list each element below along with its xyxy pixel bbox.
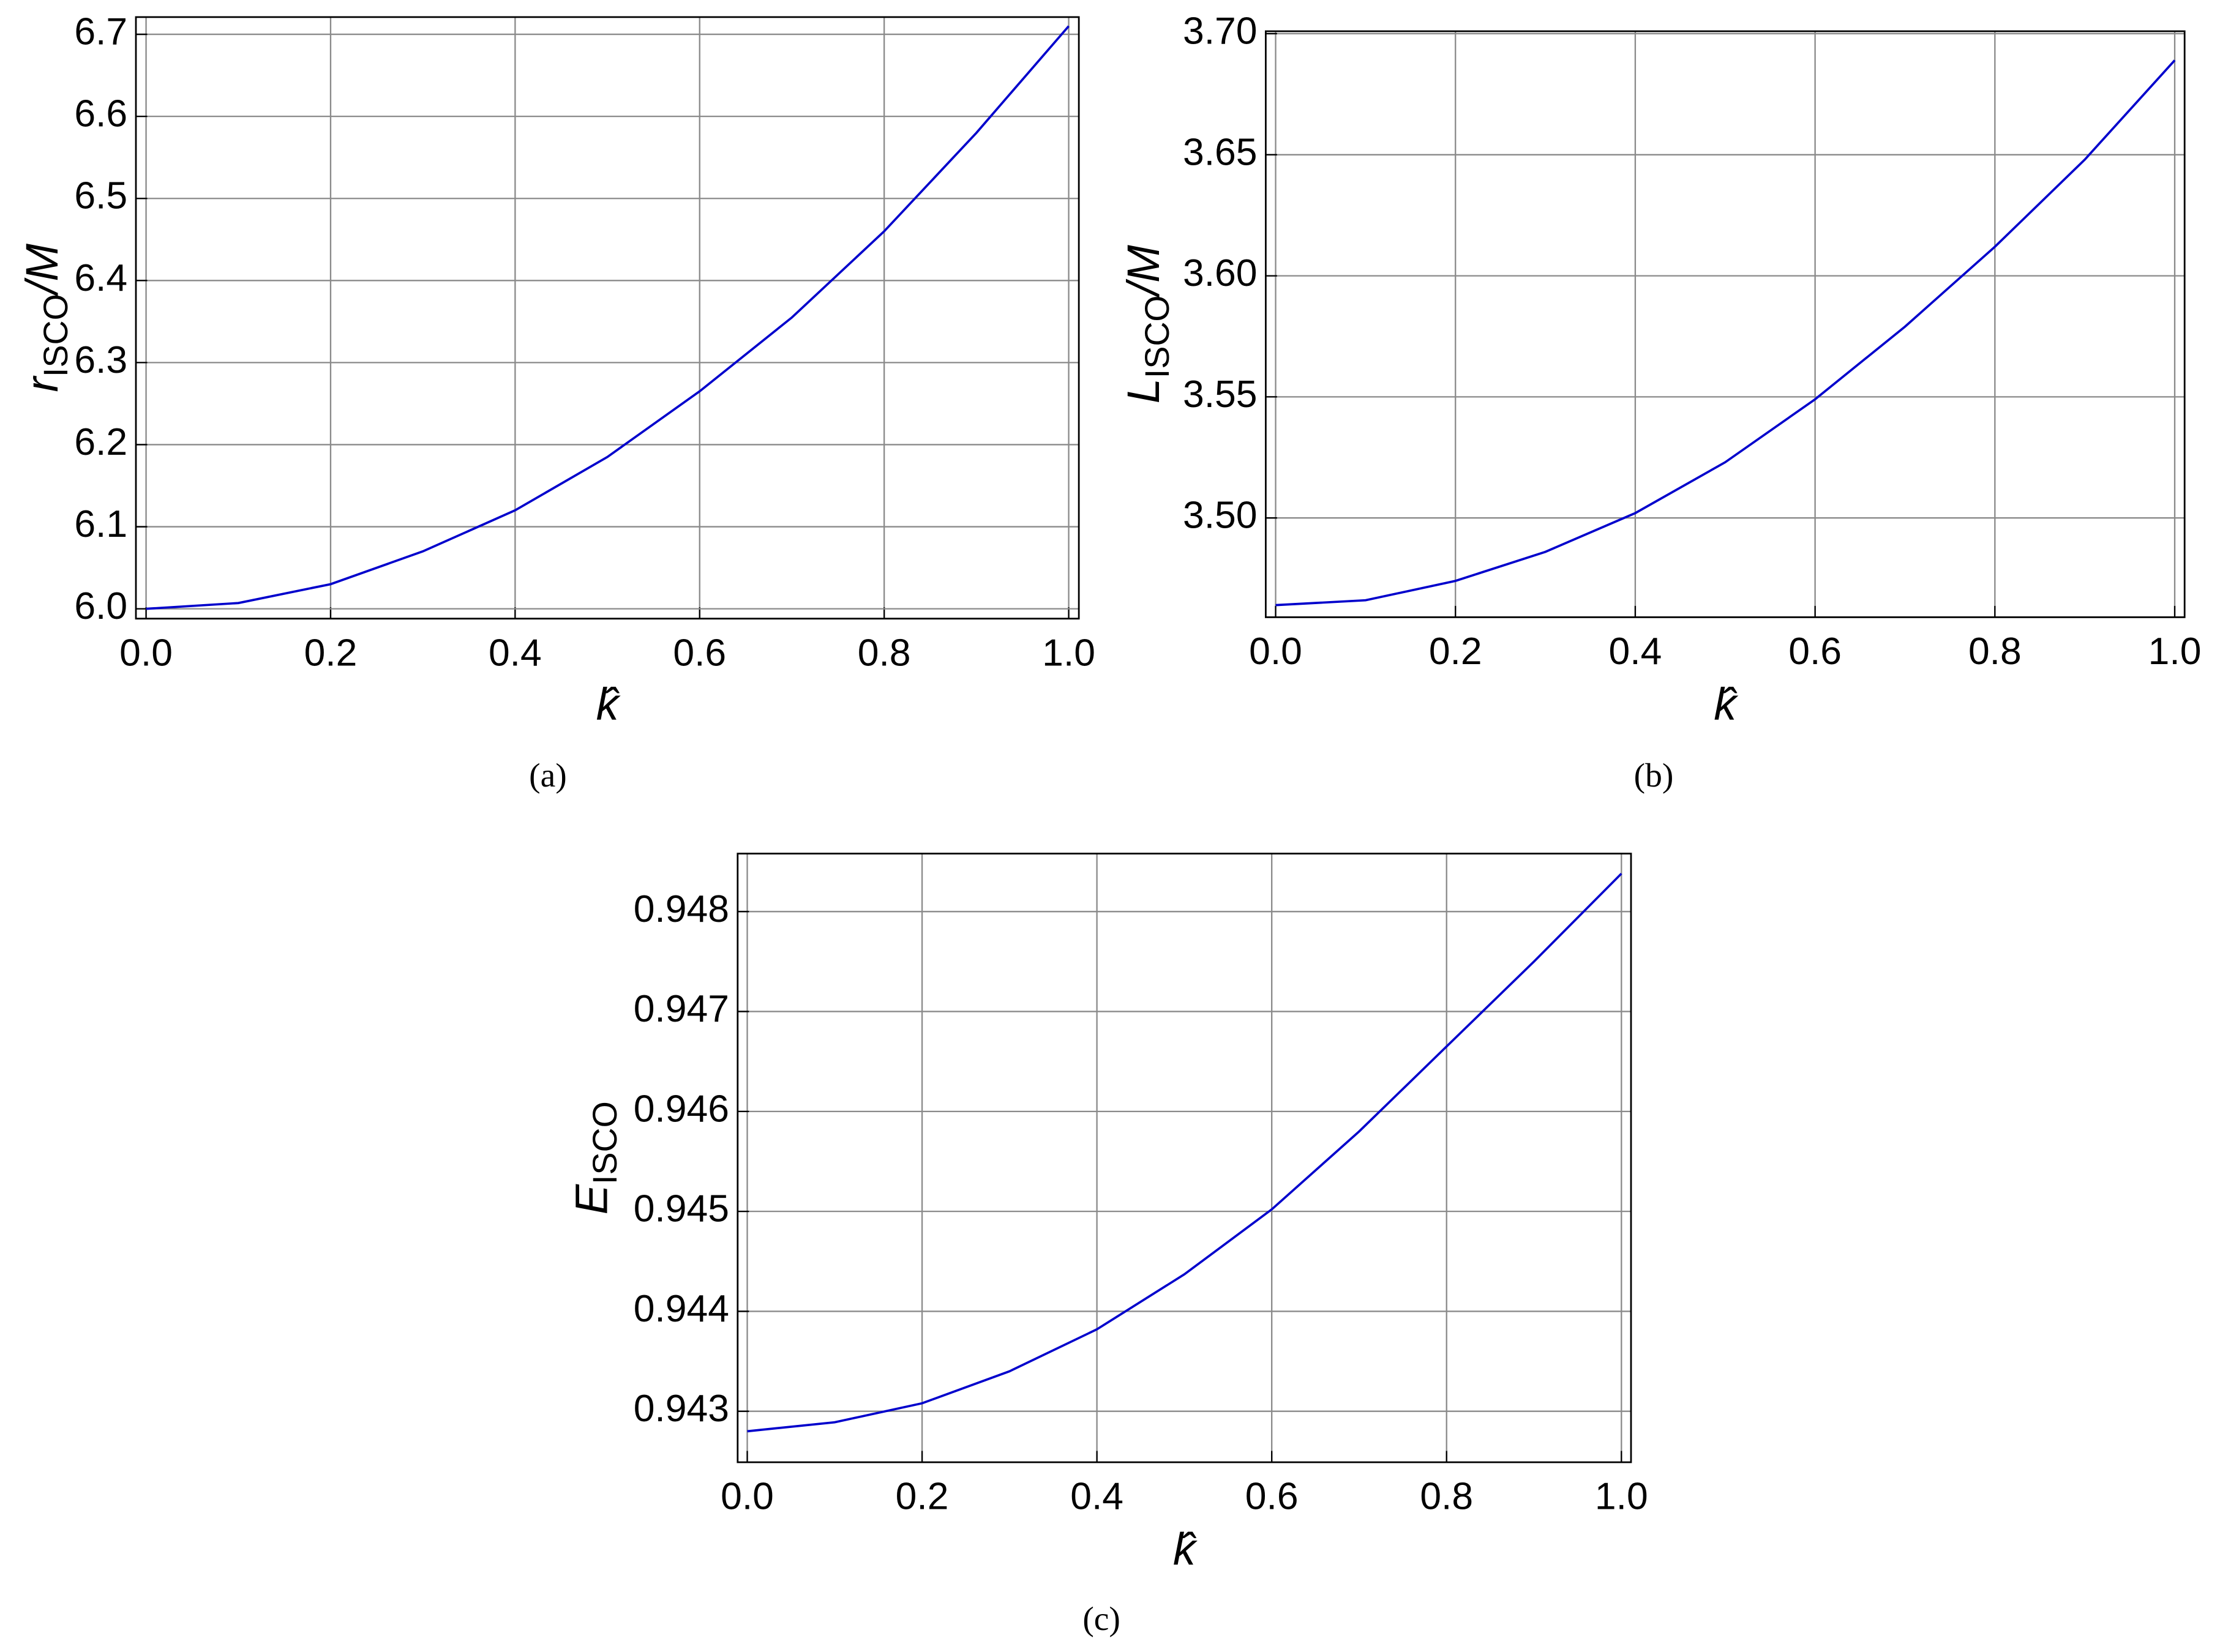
x-tick-label: 0.0 — [1249, 630, 1302, 673]
chart-panel: 0.0 0.2 0.4 0.6 0.8 1.0 0.943 0.944 0.945 0.946 0.… — [566, 853, 1648, 1638]
y-tick-label: 0.947 — [634, 987, 729, 1030]
y-tick-label: 3.70 — [1183, 9, 1258, 52]
y-axis-label: EISCO — [566, 1101, 624, 1214]
chart-panel: 0.0 0.2 0.4 0.6 0.8 1.0 3.50 3.55 3.60 3.65 3.70 k̂… — [1118, 9, 2202, 794]
y-label-main: E — [566, 1183, 617, 1214]
x-tick-label: 0.6 — [673, 631, 726, 674]
x-tick-label: 0.0 — [119, 631, 173, 674]
x-tick-label: 0.4 — [489, 631, 542, 674]
y-tick-label: 6.0 — [74, 585, 127, 627]
x-tick-label: 1.0 — [1595, 1475, 1648, 1518]
x-tick-label: 0.2 — [896, 1475, 949, 1518]
y-tick-label: 6.5 — [74, 174, 127, 217]
y-label-sub: ISCO — [1138, 295, 1176, 378]
y-tick-label: 6.6 — [74, 92, 127, 135]
y-tick-label: 0.944 — [634, 1287, 729, 1330]
chart-panel: 0.0 0.2 0.4 0.6 0.8 1.0 6.0 6.1 6.2 6.3 6.4 6.5 6.6 6… — [17, 10, 1095, 794]
y-tick-label: 0.945 — [634, 1187, 729, 1230]
x-axis-label: k̂ — [596, 679, 621, 730]
x-tick-label: 1.0 — [1042, 631, 1095, 674]
y-tick-label: 3.65 — [1183, 130, 1258, 173]
x-tick-label: 0.2 — [304, 631, 358, 674]
y-tick-label: 3.60 — [1183, 252, 1258, 294]
plot-frame — [135, 16, 1080, 620]
y-tick-label: 6.4 — [74, 256, 127, 299]
y-tick-label: 6.2 — [74, 420, 127, 463]
y-tick-label: 6.3 — [74, 338, 127, 381]
caption: (a) — [529, 757, 567, 794]
data-line — [146, 25, 1070, 610]
y-label-main: r — [17, 375, 67, 392]
x-tick-label: 1.0 — [2148, 630, 2202, 673]
caption: (b) — [1634, 757, 1674, 794]
y-tick-label: 6.7 — [74, 10, 127, 53]
y-label-sub: ISCO — [36, 294, 74, 377]
data-line — [747, 872, 1622, 1433]
x-axis-label: k̂ — [1173, 1524, 1198, 1575]
x-tick-label: 0.8 — [1420, 1475, 1473, 1518]
data-line — [1275, 59, 2176, 607]
y-label-suffix: /M — [1118, 245, 1169, 299]
caption: (c) — [1082, 1601, 1120, 1638]
plot-frame — [1264, 30, 2186, 618]
y-tick-label: 3.55 — [1183, 373, 1258, 416]
y-tick-label: 0.946 — [634, 1087, 729, 1130]
y-tick-label: 0.948 — [634, 888, 729, 930]
y-label-sub: ISCO — [586, 1101, 624, 1184]
y-label-main: L — [1118, 378, 1169, 403]
x-tick-label: 0.4 — [1070, 1475, 1123, 1518]
y-tick-label: 6.1 — [74, 503, 127, 545]
y-tick-label: 0.943 — [634, 1387, 729, 1430]
x-tick-label: 0.2 — [1429, 630, 1482, 673]
y-axis-label: LISCO/M — [1118, 245, 1176, 403]
x-axis-label: k̂ — [1714, 679, 1739, 730]
x-tick-label: 0.6 — [1245, 1475, 1299, 1518]
y-tick-label: 3.50 — [1183, 494, 1258, 537]
x-tick-label: 0.0 — [721, 1475, 774, 1518]
y-axis-label: rISCO/M — [17, 244, 75, 392]
plot-frame — [737, 853, 1632, 1463]
x-tick-label: 0.6 — [1788, 630, 1842, 673]
x-tick-label: 0.8 — [858, 631, 911, 674]
x-tick-label: 0.8 — [1968, 630, 2022, 673]
y-label-suffix: /M — [17, 244, 67, 297]
x-tick-label: 0.4 — [1609, 630, 1662, 673]
